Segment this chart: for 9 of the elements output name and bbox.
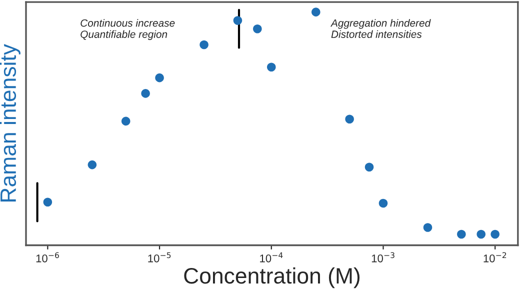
x-tick-label: 10$^{−2}$ <box>484 252 506 262</box>
x-axis-title: Concentration (M) <box>184 267 360 288</box>
annotation: Aggregation hindered Distorted intensities <box>330 19 431 38</box>
x-tick-label: 10$^{−5}$ <box>148 252 171 262</box>
x-tick-label: 10$^{−6}$ <box>36 252 59 262</box>
y-axis-title: Raman intensity <box>0 44 20 202</box>
annotation: Continuous increase Quantifiable region <box>80 19 175 40</box>
x-tick-label: 10$^{−3}$ <box>372 252 394 262</box>
x-tick-label: 10$^{−4}$ <box>260 252 283 262</box>
